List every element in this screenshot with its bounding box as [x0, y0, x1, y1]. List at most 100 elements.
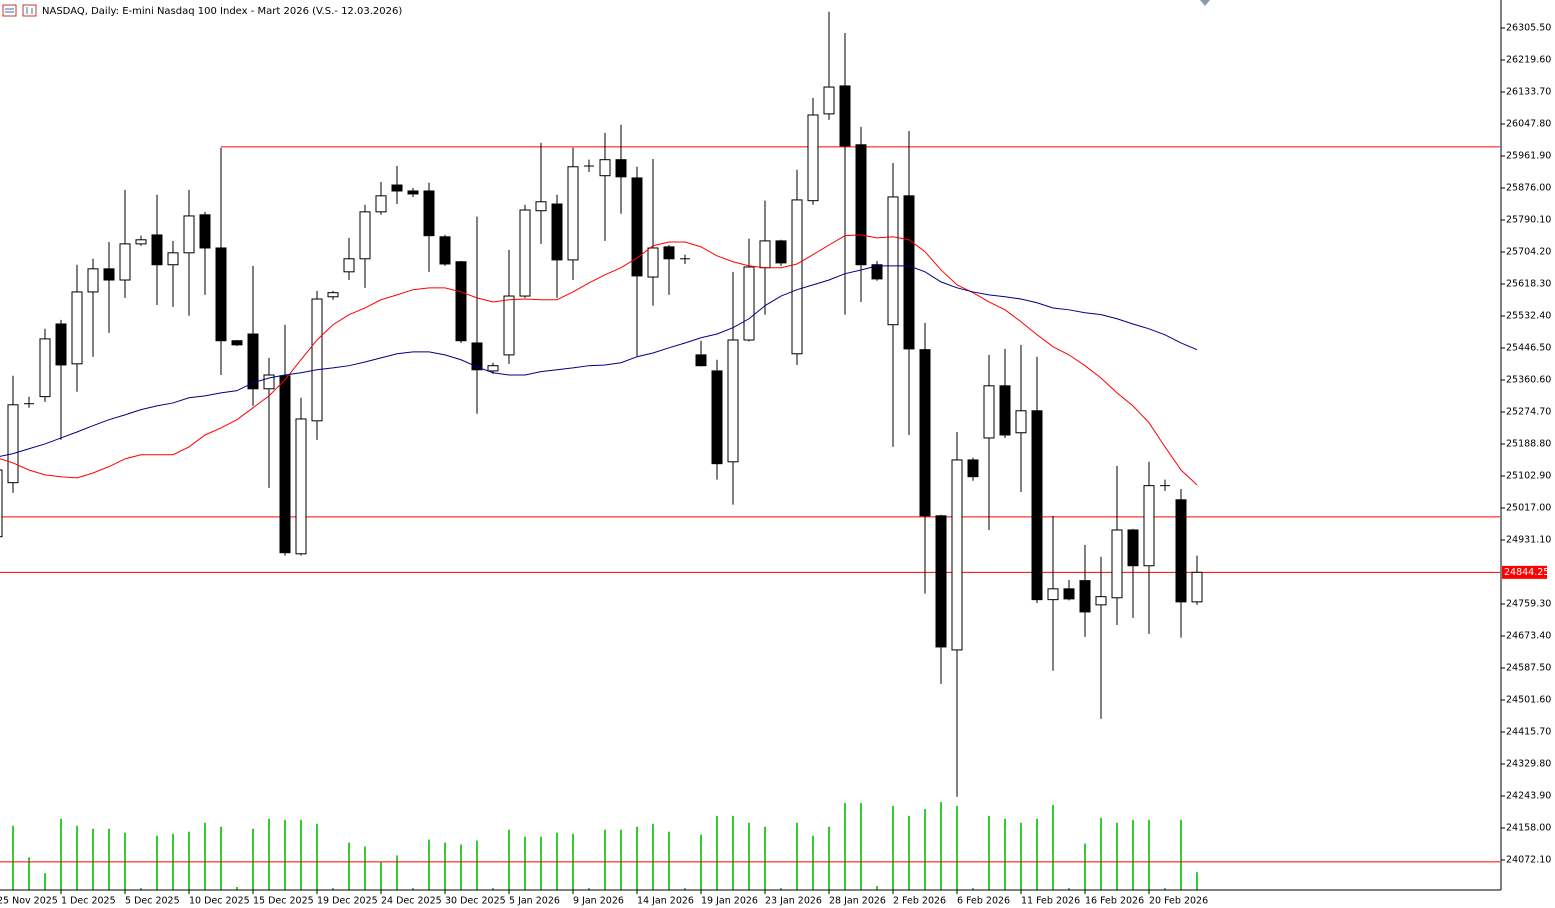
candle-body [7, 404, 19, 484]
candle-body [503, 295, 515, 356]
x-tick-label: 9 Jan 2026 [573, 896, 624, 907]
candle-body [711, 370, 723, 465]
candle-body [231, 340, 243, 346]
candle-body [119, 243, 131, 281]
x-tick-label: 28 Jan 2026 [829, 896, 886, 907]
x-tick-label: 1 Dec 2025 [61, 896, 116, 907]
y-tick-label: 24759.30 [1506, 598, 1551, 609]
x-tick-label: 23 Jan 2026 [765, 896, 822, 907]
candle-body [951, 459, 963, 651]
candle-body [311, 298, 323, 422]
candle-body [1127, 529, 1139, 567]
candle-body [0, 469, 3, 538]
candle-body [247, 333, 259, 390]
candle-body [1015, 410, 1027, 434]
y-tick-label: 26305.50 [1506, 22, 1551, 33]
x-tick-label: 19 Dec 2025 [317, 896, 378, 907]
x-tick-label: 24 Dec 2025 [381, 896, 442, 907]
candle-body [487, 365, 499, 372]
candle-body [791, 199, 803, 355]
x-tick-label: 5 Dec 2025 [125, 896, 180, 907]
candle-body [775, 240, 787, 264]
x-tick-label: 14 Jan 2026 [637, 896, 694, 907]
shift-marker [1200, 0, 1210, 6]
candle-body [599, 159, 611, 177]
moving-average [0, 234, 1198, 486]
candle-body [87, 268, 99, 293]
y-tick-label: 25532.40 [1506, 310, 1551, 321]
x-tick-label: 19 Jan 2026 [701, 896, 758, 907]
candle-body [903, 195, 915, 350]
candle-body [407, 190, 419, 195]
candle-body [1047, 588, 1059, 601]
y-tick-label: 25274.70 [1506, 406, 1551, 417]
candle-body [823, 86, 835, 115]
candle-body [391, 184, 403, 192]
candle-body [55, 323, 67, 366]
candle-body [167, 252, 179, 266]
candle-body [999, 385, 1011, 436]
candle-body [663, 246, 675, 260]
y-tick-label: 25790.10 [1506, 214, 1551, 225]
candle-body [327, 292, 339, 298]
candle-body [103, 268, 115, 281]
candle-body [919, 349, 931, 517]
y-tick-label: 25876.00 [1506, 182, 1551, 193]
candle-body [1031, 410, 1043, 601]
x-tick-label: 16 Feb 2026 [1085, 896, 1144, 907]
candle-body [759, 240, 771, 269]
candle-body [1143, 485, 1155, 567]
candle-body [647, 247, 659, 278]
candle-body [551, 203, 563, 261]
candle-body [471, 342, 483, 371]
y-tick-label: 26133.70 [1506, 86, 1551, 97]
y-tick-label: 25188.80 [1506, 438, 1551, 449]
candle-body [631, 177, 643, 277]
candle-body [1079, 580, 1091, 613]
candle-body [615, 159, 627, 178]
candle-body [567, 166, 579, 261]
y-tick-label: 24673.40 [1506, 630, 1551, 641]
y-tick-label: 24501.60 [1506, 694, 1551, 705]
candle-body [1175, 499, 1187, 603]
x-tick-label: 2 Feb 2026 [893, 896, 946, 907]
candle-body [983, 385, 995, 439]
candle-body [359, 211, 371, 260]
y-tick-label: 24329.80 [1506, 758, 1551, 769]
y-tick-label: 25446.50 [1506, 342, 1551, 353]
candle-body [1111, 529, 1123, 599]
candle-body [695, 354, 707, 367]
y-tick-label: 26047.80 [1506, 118, 1551, 129]
price-label: 24844.25 [1504, 567, 1549, 578]
x-tick-label: 15 Dec 2025 [253, 896, 314, 907]
y-tick-label: 24931.10 [1506, 534, 1551, 545]
chart-title: NASDAQ, Daily: E-mini Nasdaq 100 Index -… [42, 6, 402, 17]
candle-body [743, 266, 755, 341]
icon [2, 4, 17, 17]
candle-body [343, 258, 355, 273]
candle-body [1063, 588, 1075, 600]
candle-body [935, 515, 947, 648]
candle-body [855, 144, 867, 266]
candle-body [375, 195, 387, 213]
price-label-bg [1502, 565, 1547, 579]
candle-body [807, 114, 819, 202]
x-tick-label: 5 Jan 2026 [509, 896, 560, 907]
candle-body [519, 209, 531, 297]
candle-body [135, 239, 147, 245]
candle-body [871, 264, 883, 280]
candle-body [39, 338, 51, 398]
candle-body [967, 459, 979, 478]
moving-average [0, 265, 1198, 457]
candle-body [151, 234, 163, 266]
y-tick-label: 25618.30 [1506, 278, 1551, 289]
y-tick-label: 24587.50 [1506, 662, 1551, 673]
candle-body [727, 339, 739, 463]
y-tick-label: 25102.90 [1506, 470, 1551, 481]
candle-body [887, 196, 899, 326]
x-tick-label: 20 Feb 2026 [1149, 896, 1208, 907]
icon [22, 4, 37, 17]
candle-body [455, 261, 467, 342]
